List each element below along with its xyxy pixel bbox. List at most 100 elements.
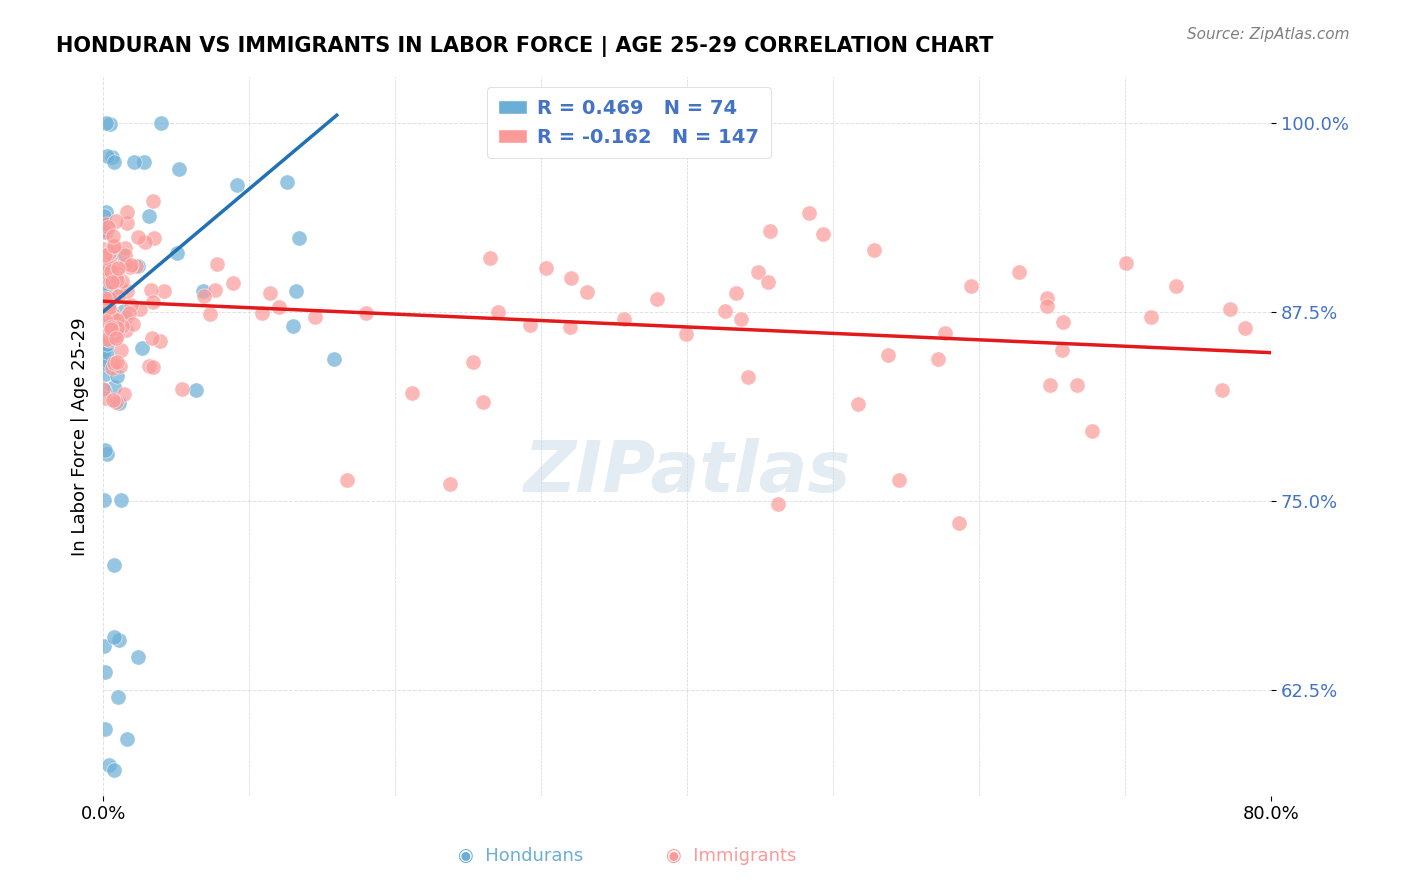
Point bbox=[96, 332, 118, 346]
Point bbox=[766, 497, 789, 511]
Point bbox=[127, 649, 149, 664]
Point bbox=[304, 310, 326, 325]
Point bbox=[114, 310, 136, 324]
Point bbox=[94, 268, 117, 283]
Point bbox=[142, 231, 165, 245]
Point bbox=[94, 722, 117, 736]
Point bbox=[97, 291, 120, 305]
Point bbox=[191, 285, 214, 299]
Point bbox=[139, 283, 162, 297]
Point bbox=[94, 443, 117, 458]
Point bbox=[1066, 378, 1088, 392]
Point bbox=[105, 266, 128, 280]
Point bbox=[645, 292, 668, 306]
Point bbox=[101, 360, 124, 375]
Point bbox=[96, 447, 118, 461]
Point bbox=[111, 246, 134, 260]
Point bbox=[1233, 320, 1256, 334]
Point bbox=[93, 225, 115, 239]
Point bbox=[283, 319, 305, 334]
Point bbox=[439, 477, 461, 491]
Point bbox=[104, 330, 127, 344]
Point bbox=[94, 223, 117, 237]
Point bbox=[93, 343, 115, 357]
Point bbox=[93, 291, 115, 305]
Point bbox=[887, 473, 910, 487]
Point bbox=[225, 178, 247, 193]
Point bbox=[101, 306, 124, 320]
Point bbox=[93, 383, 115, 397]
Point bbox=[96, 337, 118, 351]
Point bbox=[93, 214, 115, 228]
Point bbox=[799, 206, 821, 220]
Point bbox=[98, 285, 121, 299]
Point bbox=[98, 310, 121, 324]
Point bbox=[94, 261, 117, 276]
Point bbox=[121, 298, 143, 312]
Point bbox=[714, 304, 737, 318]
Point bbox=[98, 245, 121, 260]
Text: ZIPatlas: ZIPatlas bbox=[523, 438, 851, 507]
Point bbox=[1139, 310, 1161, 325]
Point bbox=[846, 396, 869, 410]
Point bbox=[1039, 377, 1062, 392]
Point bbox=[101, 321, 124, 335]
Point bbox=[114, 248, 136, 262]
Point bbox=[478, 251, 501, 265]
Point bbox=[105, 320, 128, 334]
Point bbox=[204, 283, 226, 297]
Point bbox=[1036, 299, 1059, 313]
Point bbox=[115, 731, 138, 746]
Point bbox=[1036, 292, 1059, 306]
Point bbox=[141, 331, 163, 345]
Point bbox=[98, 117, 121, 131]
Point bbox=[863, 243, 886, 257]
Point bbox=[97, 252, 120, 266]
Point bbox=[97, 332, 120, 346]
Point bbox=[103, 558, 125, 572]
Point bbox=[259, 285, 281, 300]
Point bbox=[115, 216, 138, 230]
Point bbox=[97, 326, 120, 340]
Point bbox=[93, 299, 115, 313]
Point bbox=[103, 229, 125, 244]
Text: Source: ZipAtlas.com: Source: ZipAtlas.com bbox=[1187, 27, 1350, 42]
Point bbox=[98, 306, 121, 320]
Point bbox=[122, 154, 145, 169]
Point bbox=[759, 224, 782, 238]
Point bbox=[756, 275, 779, 289]
Point bbox=[101, 275, 124, 289]
Point bbox=[131, 342, 153, 356]
Point bbox=[98, 333, 121, 347]
Point bbox=[613, 311, 636, 326]
Point bbox=[97, 301, 120, 315]
Point bbox=[193, 289, 215, 303]
Point bbox=[96, 277, 118, 292]
Point bbox=[103, 392, 125, 407]
Point bbox=[105, 272, 128, 286]
Point bbox=[948, 516, 970, 530]
Point bbox=[96, 297, 118, 311]
Point bbox=[94, 314, 117, 328]
Point bbox=[934, 326, 956, 341]
Point bbox=[172, 383, 194, 397]
Point bbox=[322, 351, 344, 366]
Point bbox=[98, 311, 121, 326]
Point bbox=[96, 149, 118, 163]
Point bbox=[93, 355, 115, 369]
Point bbox=[250, 306, 273, 320]
Point bbox=[167, 162, 190, 177]
Point bbox=[576, 285, 599, 299]
Point bbox=[94, 303, 117, 318]
Point bbox=[103, 155, 125, 169]
Point bbox=[96, 226, 118, 240]
Point bbox=[747, 264, 769, 278]
Point bbox=[103, 763, 125, 777]
Point bbox=[98, 324, 121, 338]
Point bbox=[104, 395, 127, 409]
Point bbox=[111, 319, 134, 334]
Point bbox=[101, 150, 124, 164]
Point bbox=[103, 356, 125, 370]
Point bbox=[94, 329, 117, 343]
Point bbox=[93, 382, 115, 396]
